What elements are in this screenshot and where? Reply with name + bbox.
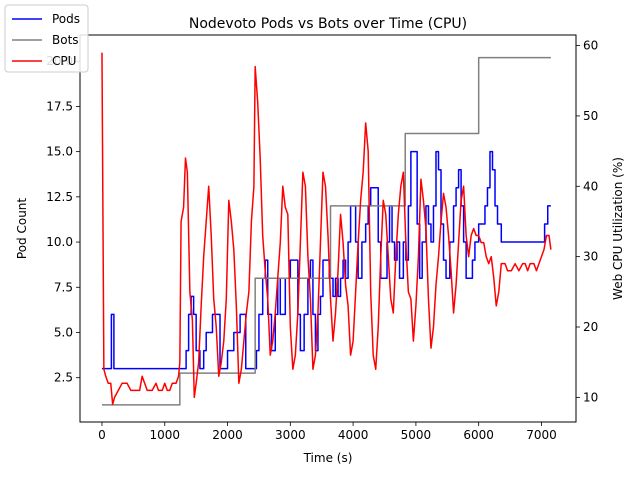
series-line-bots [101,56,551,406]
x-axis-label: Time (s) [303,451,353,465]
y-axis-left-label: Pod Count [15,198,29,260]
y-left-tick-label: 2.5 [54,371,73,385]
ticks-layer: 0 1000 2000 3000 4000 5000 6000 7000 2.5 5.0 7.5 10… [46,39,598,442]
chart-title: Nodevoto Pods vs Bots over Time (CPU) [189,16,467,32]
legend-label-pods: Pods [52,12,80,26]
y-right-tick-label: 60 [583,39,598,53]
x-tick-label: 7000 [526,428,557,442]
y-right-tick-label: 50 [583,109,598,123]
x-tick-label: 3000 [275,428,306,442]
x-tick-label: 4000 [338,428,369,442]
legend-label-bots: Bots [52,33,79,47]
legend-box [4,4,89,73]
y-left-tick-label: 10.0 [46,235,73,249]
x-tick-label: 5000 [401,428,432,442]
x-tick-label: 0 [98,428,106,442]
y-left-tick-label: 5.0 [54,325,73,339]
series-line-cpu [101,52,552,406]
y-right-tick-label: 40 [583,179,598,193]
legend-label-cpu: CPU [52,54,76,68]
x-tick-label: 2000 [212,428,243,442]
y-left-tick-label: 15.0 [46,145,73,159]
x-tick-label: 6000 [463,428,494,442]
y-left-tick-label: 7.5 [54,280,73,294]
y-left-tick-label: 12.5 [46,190,73,204]
legend: Pods Bots CPU [4,4,89,73]
x-tick-label: 1000 [149,428,180,442]
y-right-tick-label: 30 [583,250,598,264]
y-right-tick-label: 20 [583,320,598,334]
y-axis-right-label: Web CPU Utilization (%) [611,157,625,300]
series-layer [101,52,552,406]
plot-frame [79,34,577,423]
y-left-tick-label: 17.5 [46,99,73,113]
y-right-tick-label: 10 [583,390,598,404]
